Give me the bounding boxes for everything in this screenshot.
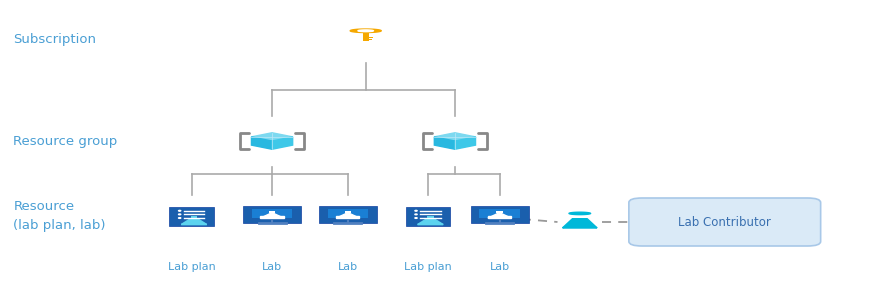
FancyBboxPatch shape [479,209,520,218]
Polygon shape [563,219,597,228]
FancyBboxPatch shape [471,206,528,223]
Polygon shape [417,219,443,224]
FancyBboxPatch shape [427,216,434,219]
Polygon shape [563,227,597,228]
Polygon shape [488,213,511,218]
Polygon shape [260,213,284,218]
FancyBboxPatch shape [252,209,293,218]
Polygon shape [569,212,591,214]
Text: Subscription: Subscription [13,32,96,46]
Text: Lab Contributor: Lab Contributor [678,215,772,229]
Polygon shape [260,216,284,218]
Polygon shape [434,133,475,141]
FancyBboxPatch shape [368,39,373,40]
Text: Lab: Lab [338,262,358,272]
Circle shape [415,214,417,215]
Circle shape [178,214,181,215]
FancyBboxPatch shape [406,207,450,226]
FancyBboxPatch shape [368,37,374,38]
FancyBboxPatch shape [169,207,214,226]
Text: Resource
(lab plan, lab): Resource (lab plan, lab) [13,200,106,232]
Polygon shape [336,216,359,218]
Polygon shape [351,29,381,32]
Polygon shape [181,219,207,224]
Polygon shape [417,219,443,224]
FancyBboxPatch shape [629,198,821,246]
FancyBboxPatch shape [363,31,368,41]
FancyBboxPatch shape [268,211,276,213]
Text: Lab: Lab [262,262,282,272]
Polygon shape [252,133,293,141]
Polygon shape [434,137,455,149]
Polygon shape [358,30,374,32]
FancyBboxPatch shape [243,206,301,223]
FancyBboxPatch shape [319,206,376,223]
Polygon shape [455,137,475,149]
Circle shape [415,210,417,211]
Circle shape [178,210,181,211]
FancyBboxPatch shape [496,211,503,213]
Text: Resource group: Resource group [13,134,118,148]
Polygon shape [336,213,359,218]
Text: Lab plan: Lab plan [404,262,452,272]
Text: Lab plan: Lab plan [168,262,216,272]
Text: Lab: Lab [490,262,509,272]
FancyBboxPatch shape [327,209,368,218]
Polygon shape [252,137,272,149]
Polygon shape [272,137,293,149]
Polygon shape [488,216,511,218]
FancyBboxPatch shape [191,216,197,219]
FancyBboxPatch shape [344,211,351,213]
Polygon shape [181,219,207,224]
